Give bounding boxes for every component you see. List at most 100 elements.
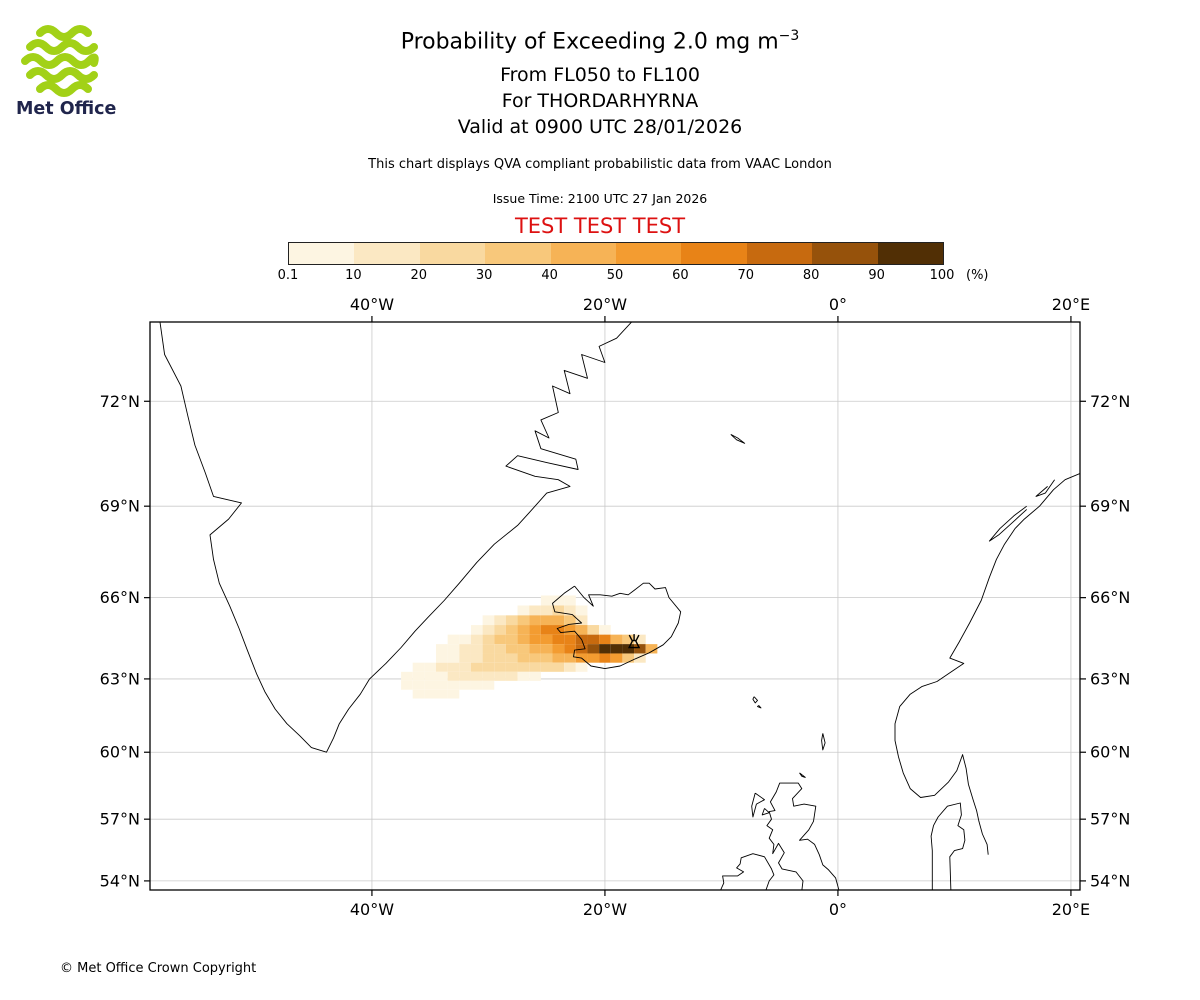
plume-cell bbox=[645, 644, 658, 654]
plume-cell bbox=[599, 653, 611, 663]
qva-description: This chart displays QVA compliant probab… bbox=[368, 157, 832, 172]
plume-cell bbox=[482, 634, 495, 645]
plume-cell bbox=[540, 634, 553, 645]
plume-cell bbox=[587, 644, 600, 654]
plume-cell bbox=[470, 662, 483, 672]
plume-cell bbox=[505, 653, 518, 663]
coastline-path bbox=[988, 505, 1028, 542]
plume-cell bbox=[459, 644, 471, 654]
plume-cell bbox=[401, 671, 413, 681]
plume-cell bbox=[529, 615, 541, 626]
coastline-path bbox=[752, 696, 758, 704]
plume-cell bbox=[447, 671, 460, 681]
colorbar-segment bbox=[681, 243, 747, 264]
plume-cell bbox=[401, 680, 413, 690]
graticule-gridlines bbox=[150, 322, 1080, 890]
plume-cell bbox=[482, 662, 495, 672]
lat-label-left: 54°N bbox=[100, 871, 140, 890]
lon-label-bottom: 40°W bbox=[350, 900, 394, 919]
plume-cell bbox=[459, 671, 471, 681]
plume-cell bbox=[529, 605, 541, 616]
plume-cell bbox=[447, 662, 460, 672]
plume-cell bbox=[599, 625, 611, 635]
plume-cell bbox=[470, 634, 483, 645]
plume-cell bbox=[575, 605, 588, 616]
colorbar-tick-labels: 0.1 10 20 30 40 50 60 70 80 90 100 (%) bbox=[278, 268, 1008, 284]
plume-cell bbox=[634, 644, 646, 654]
colorbar-tick-label: 30 bbox=[475, 268, 493, 283]
coastline-path bbox=[730, 434, 746, 444]
colorbar-tick-label: 0.1 bbox=[277, 268, 299, 283]
plume-cell bbox=[517, 615, 530, 626]
plume-cell bbox=[564, 653, 576, 663]
colorbar-segment bbox=[550, 243, 617, 264]
title-exponent: −3 bbox=[778, 28, 800, 44]
plume-cell bbox=[552, 662, 565, 672]
plume-cell bbox=[540, 644, 553, 654]
plume-cell bbox=[447, 653, 460, 663]
plume-cell bbox=[529, 634, 541, 645]
plume-cell bbox=[459, 680, 471, 690]
logo-waves-icon bbox=[21, 25, 99, 97]
coastlines bbox=[159, 322, 1080, 890]
colorbar-segment bbox=[354, 243, 420, 264]
lat-label-right: 63°N bbox=[1090, 669, 1130, 688]
flight-level-subtitle: From FL050 to FL100 bbox=[500, 64, 700, 86]
ash-probability-plume bbox=[401, 595, 658, 699]
valid-time-subtitle: Valid at 0900 UTC 28/01/2026 bbox=[457, 116, 743, 138]
plume-cell bbox=[447, 634, 460, 645]
plume-cell bbox=[552, 634, 565, 645]
plume-cell bbox=[470, 653, 483, 663]
plume-cell bbox=[540, 595, 553, 606]
plume-cell bbox=[424, 689, 437, 699]
colorbar-tick-label: 70 bbox=[737, 268, 755, 283]
plume-cell bbox=[517, 605, 530, 616]
copyright-notice: © Met Office Crown Copyright bbox=[60, 961, 257, 976]
plume-cell bbox=[436, 662, 448, 672]
colorbar-segment bbox=[746, 243, 813, 264]
plume-cell bbox=[575, 625, 588, 635]
plume-cell bbox=[610, 653, 623, 663]
plume-cell bbox=[564, 595, 576, 606]
plume-cell bbox=[540, 662, 553, 672]
plume-cell bbox=[447, 689, 460, 699]
plume-cell bbox=[517, 625, 530, 635]
lat-label-left: 63°N bbox=[100, 669, 140, 688]
plume-cell bbox=[412, 662, 425, 672]
axis-labels: 40°W 40°W 20°W 20°W 0° 0° 20°E 20°E 72°N 72°N 69°N… bbox=[100, 295, 1130, 919]
plume-cell bbox=[517, 671, 530, 681]
plume-cell bbox=[529, 662, 541, 672]
colorbar-tick-label: 10 bbox=[345, 268, 362, 283]
colorbar-tick-label: 50 bbox=[606, 268, 624, 283]
plume-cell bbox=[494, 671, 506, 681]
plume-cell bbox=[610, 644, 623, 654]
plume-cell bbox=[436, 680, 448, 690]
plume-cell bbox=[575, 662, 588, 672]
lat-label-left: 66°N bbox=[100, 588, 140, 607]
plume-cell bbox=[517, 653, 530, 663]
page-title: Probability of Exceeding 2.0 mg m−3 bbox=[0, 28, 1200, 54]
plume-cell bbox=[517, 662, 530, 672]
plume-cell bbox=[599, 634, 611, 645]
lat-label-left: 72°N bbox=[100, 392, 140, 411]
plume-cell bbox=[529, 625, 541, 635]
plume-cell bbox=[459, 634, 471, 645]
coastline-path bbox=[757, 705, 762, 709]
coastline-path bbox=[159, 322, 633, 753]
plume-cell bbox=[564, 625, 576, 635]
lat-label-left: 69°N bbox=[100, 497, 140, 516]
plume-cell bbox=[482, 653, 495, 663]
plume-cell bbox=[482, 615, 495, 626]
lon-label-top: 0° bbox=[829, 295, 847, 314]
plume-cell bbox=[459, 653, 471, 663]
colorbar-segment bbox=[877, 243, 944, 264]
plume-cell bbox=[494, 634, 506, 645]
plume-cell bbox=[564, 605, 576, 616]
volcano-subtitle: For THORDARHYRNA bbox=[501, 90, 699, 112]
plume-cell bbox=[470, 671, 483, 681]
plume-cell bbox=[634, 634, 646, 645]
plume-cell bbox=[529, 644, 541, 654]
plume-cell bbox=[424, 671, 437, 681]
plume-cell bbox=[436, 689, 448, 699]
plume-cell bbox=[529, 653, 541, 663]
